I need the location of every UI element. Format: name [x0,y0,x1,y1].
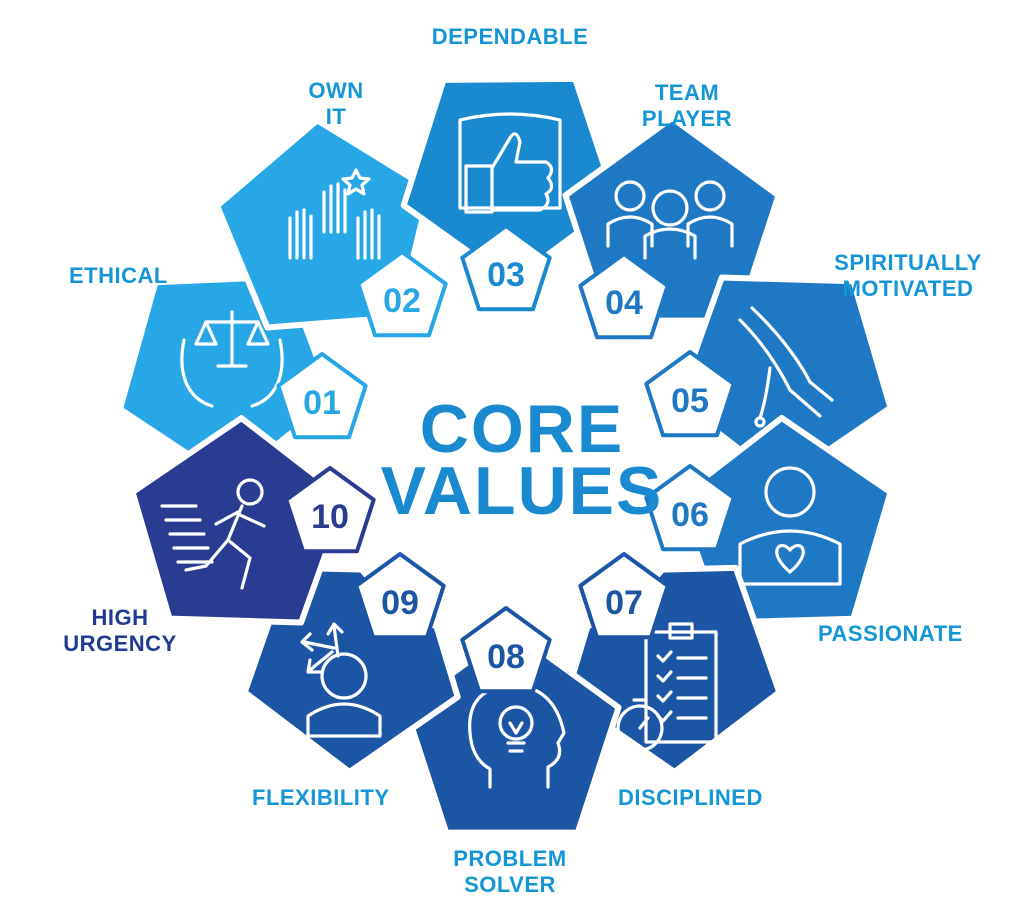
label-ethical: ETHICAL [69,263,168,288]
label-disciplined: DISCIPLINED [618,785,763,810]
number-badge-shape [460,606,552,694]
number-badge-text: 10 [311,498,349,536]
label-high-urgency: HIGH URGENCY [63,605,177,656]
raised-hands-star-icon [288,168,381,260]
running-person-icon [160,478,266,590]
number-badge-shape [644,464,736,552]
number-badge-shape [276,352,368,440]
label-team-player: TEAM PLAYER [641,80,733,131]
number-badge-05: 05 [644,350,736,438]
head-arrows-icon [300,622,382,738]
number-badge-01: 01 [276,352,368,440]
person-heart-icon [738,466,842,586]
center-disc [317,255,707,645]
number-badge-08: 08 [460,606,552,694]
number-badge-02: 02 [356,250,448,338]
number-badge-shape [578,252,670,340]
number-badge-10: 10 [284,466,376,554]
number-badge-07: 07 [578,552,670,640]
number-badge-shape [578,552,670,640]
number-badge-text: 03 [487,256,525,294]
clipboard-stopwatch-icon [616,622,718,752]
number-badge-06: 06 [644,464,736,552]
number-badge-shape [356,250,448,338]
center-title-line1: CORE [419,391,625,467]
label-own-it: OWN IT [308,78,364,129]
number-badge-03: 03 [460,224,552,312]
number-badge-text: 09 [381,584,419,622]
label-problem-solver: PROBLEM SOLVER [453,846,567,897]
label-passionate: PASSIONATE [818,621,963,646]
team-icon [606,180,734,260]
number-badge-04: 04 [578,252,670,340]
number-badge-text: 02 [383,282,421,320]
number-badge-09: 09 [354,552,446,640]
number-badge-text: 07 [605,584,643,622]
thumbs-up-shield-icon [458,112,562,214]
number-badge-text: 04 [605,284,643,322]
label-flexibility: FLEXIBILITY [252,785,390,810]
number-badge-text: 01 [303,384,341,422]
center-title-line2: VALUES [380,453,664,529]
label-spiritually-motivated: SPIRITUALLY MOTIVATED [834,250,982,301]
number-badge-text: 08 [487,638,525,676]
praying-hands-icon [738,306,834,428]
number-badge-shape [284,466,376,554]
number-badge-shape [354,552,446,640]
number-badge-shape [644,350,736,438]
number-badge-text: 06 [671,496,709,534]
label-dependable: DEPENDABLE [431,24,589,49]
number-badge-text: 05 [671,382,709,420]
number-badge-shape [460,224,552,312]
